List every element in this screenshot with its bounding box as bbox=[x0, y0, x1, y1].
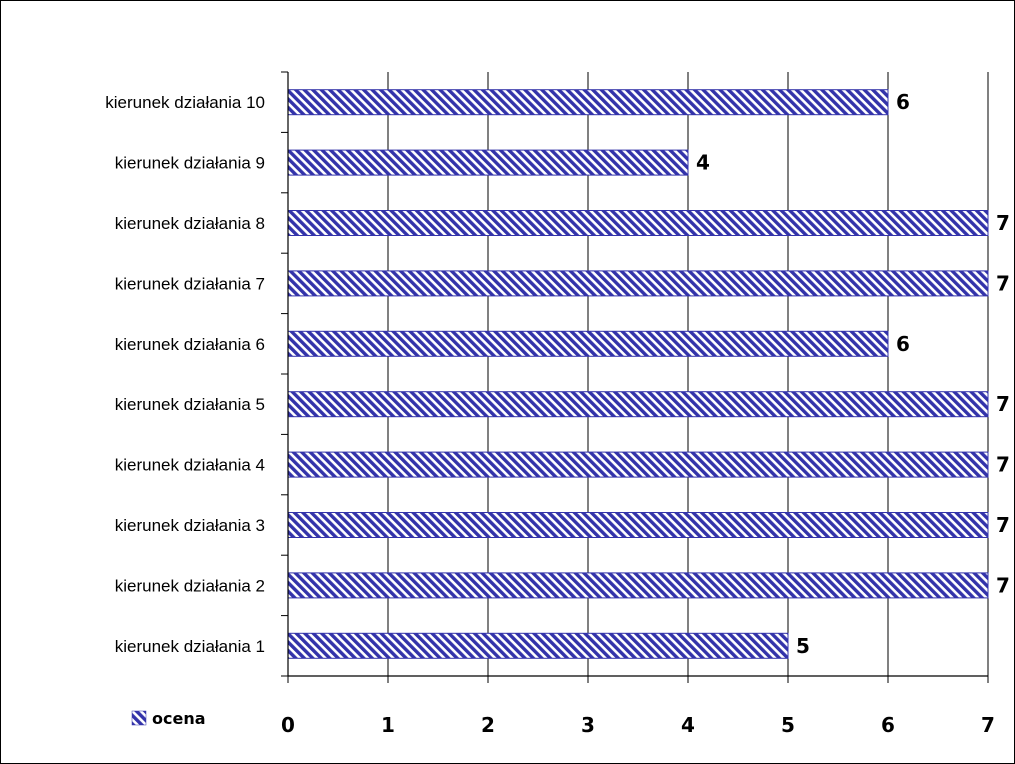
data-label: 6 bbox=[896, 332, 910, 356]
category-label: kierunek działania 1 bbox=[115, 637, 265, 656]
data-label: 6 bbox=[896, 90, 910, 114]
data-label: 4 bbox=[696, 151, 710, 175]
data-label: 5 bbox=[796, 634, 810, 658]
legend-label: ocena bbox=[152, 709, 206, 728]
x-tick-label: 3 bbox=[581, 713, 595, 737]
category-label: kierunek działania 9 bbox=[115, 154, 265, 173]
data-label: 7 bbox=[996, 513, 1010, 537]
x-tick-labels: 0 1 2 3 4 5 6 7 bbox=[281, 713, 995, 737]
x-tick-label: 7 bbox=[981, 713, 995, 737]
x-tick-label: 5 bbox=[781, 713, 795, 737]
category-labels: kierunek działania 1 kierunek działania 2… bbox=[105, 93, 265, 656]
legend: ocena bbox=[131, 709, 206, 728]
bar bbox=[287, 270, 989, 297]
x-tick-label: 6 bbox=[881, 713, 895, 737]
category-label: kierunek działania 3 bbox=[115, 516, 265, 535]
category-label: kierunek działania 2 bbox=[115, 576, 265, 595]
x-tick-label: 0 bbox=[281, 713, 295, 737]
category-label: kierunek działania 10 bbox=[105, 93, 265, 112]
legend-swatch bbox=[131, 710, 147, 726]
bar bbox=[287, 149, 689, 176]
x-tick-label: 2 bbox=[481, 713, 495, 737]
category-label: kierunek działania 6 bbox=[115, 335, 265, 354]
data-label: 7 bbox=[996, 392, 1010, 416]
category-label: kierunek działania 8 bbox=[115, 214, 265, 233]
bar bbox=[287, 632, 789, 659]
data-labels: 5 7 7 7 7 6 7 7 4 6 bbox=[696, 90, 1010, 658]
x-tick-label: 1 bbox=[381, 713, 395, 737]
data-label: 7 bbox=[996, 211, 1010, 235]
data-label: 7 bbox=[996, 271, 1010, 295]
bar bbox=[287, 512, 989, 538]
bar bbox=[287, 330, 889, 357]
category-label: kierunek działania 4 bbox=[115, 456, 265, 475]
x-tick-label: 4 bbox=[681, 713, 695, 737]
bar bbox=[287, 572, 989, 599]
bar bbox=[287, 391, 989, 418]
bar bbox=[287, 210, 989, 236]
axes bbox=[281, 71, 989, 683]
bar bbox=[287, 89, 889, 116]
bars bbox=[287, 89, 989, 659]
category-label: kierunek działania 7 bbox=[115, 274, 265, 293]
category-label: kierunek działania 5 bbox=[115, 395, 265, 414]
bar bbox=[287, 451, 989, 478]
data-label: 7 bbox=[996, 453, 1010, 477]
data-label: 7 bbox=[996, 573, 1010, 597]
